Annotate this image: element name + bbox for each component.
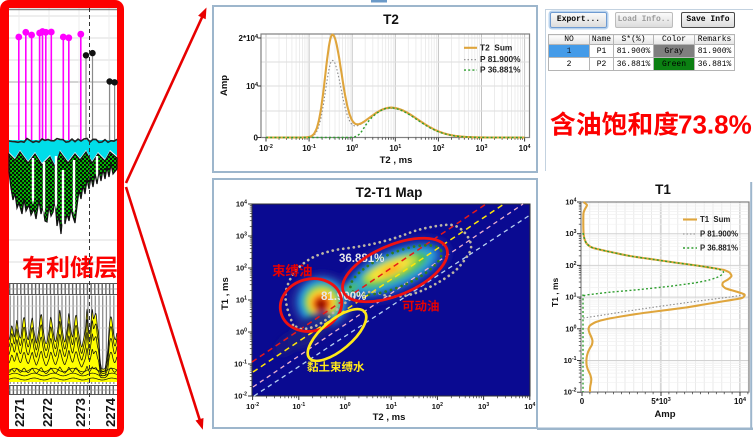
svg-text:10-2: 10-2 [564,388,577,397]
svg-text:T1: T1 [655,182,671,197]
svg-text:103: 103 [236,232,247,241]
svg-text:10-2: 10-2 [246,402,259,411]
svg-text:P 36.881%: P 36.881% [480,65,521,75]
svg-text:0: 0 [254,134,259,143]
svg-text:T2-T1 Map: T2-T1 Map [356,185,423,200]
svg-text:10-1: 10-1 [234,360,247,369]
svg-text:102: 102 [565,261,576,270]
svg-text:T1 , ms: T1 , ms [220,277,231,310]
svg-text:T2: T2 [383,12,399,27]
svg-text:102: 102 [236,264,247,273]
svg-text:T1 , ms: T1 , ms [550,277,560,307]
svg-text:73.8%: 73.8% [678,110,752,140]
svg-text:10-1: 10-1 [302,144,316,153]
svg-text:10-1: 10-1 [564,356,577,365]
svg-text:104: 104 [519,144,531,153]
svg-text:104: 104 [524,402,535,411]
svg-text:2272: 2272 [40,398,55,427]
svg-text:10-2: 10-2 [234,392,247,401]
svg-text:2*104: 2*104 [239,34,258,43]
svg-text:T1 Sum: T1 Sum [700,215,730,224]
svg-text:Amp: Amp [654,409,675,420]
svg-text:103: 103 [476,144,488,153]
svg-text:T2 , ms: T2 , ms [373,412,406,423]
svg-text:2273: 2273 [73,398,88,427]
svg-text:104: 104 [734,397,746,406]
svg-text:100: 100 [236,328,247,337]
svg-text:P 81.900%: P 81.900% [700,230,738,239]
svg-text:100: 100 [346,144,358,153]
svg-text:0: 0 [580,397,585,406]
svg-text:104: 104 [236,200,247,209]
svg-text:Amp: Amp [219,75,230,96]
svg-text:P 81.900%: P 81.900% [480,54,521,64]
svg-text:102: 102 [432,144,444,153]
svg-text:2271: 2271 [12,398,27,427]
svg-text:10-1: 10-1 [292,402,305,411]
svg-text:101: 101 [565,293,576,302]
svg-text:T2 , ms: T2 , ms [380,155,413,166]
svg-text:100: 100 [339,402,350,411]
svg-text:101: 101 [236,296,247,305]
svg-text:P 36.881%: P 36.881% [700,244,738,253]
svg-text:101: 101 [389,144,401,153]
svg-text:103: 103 [478,402,489,411]
svg-text:104: 104 [565,198,576,207]
svg-text:10-2: 10-2 [259,144,273,153]
svg-text:100: 100 [565,324,576,333]
svg-text:104: 104 [246,82,258,91]
svg-text:102: 102 [432,402,443,411]
svg-text:5*103: 5*103 [651,397,670,406]
svg-text:101: 101 [386,402,397,411]
svg-text:2274: 2274 [103,397,118,427]
svg-text:T2 Sum: T2 Sum [480,42,512,52]
svg-text:103: 103 [565,229,576,238]
